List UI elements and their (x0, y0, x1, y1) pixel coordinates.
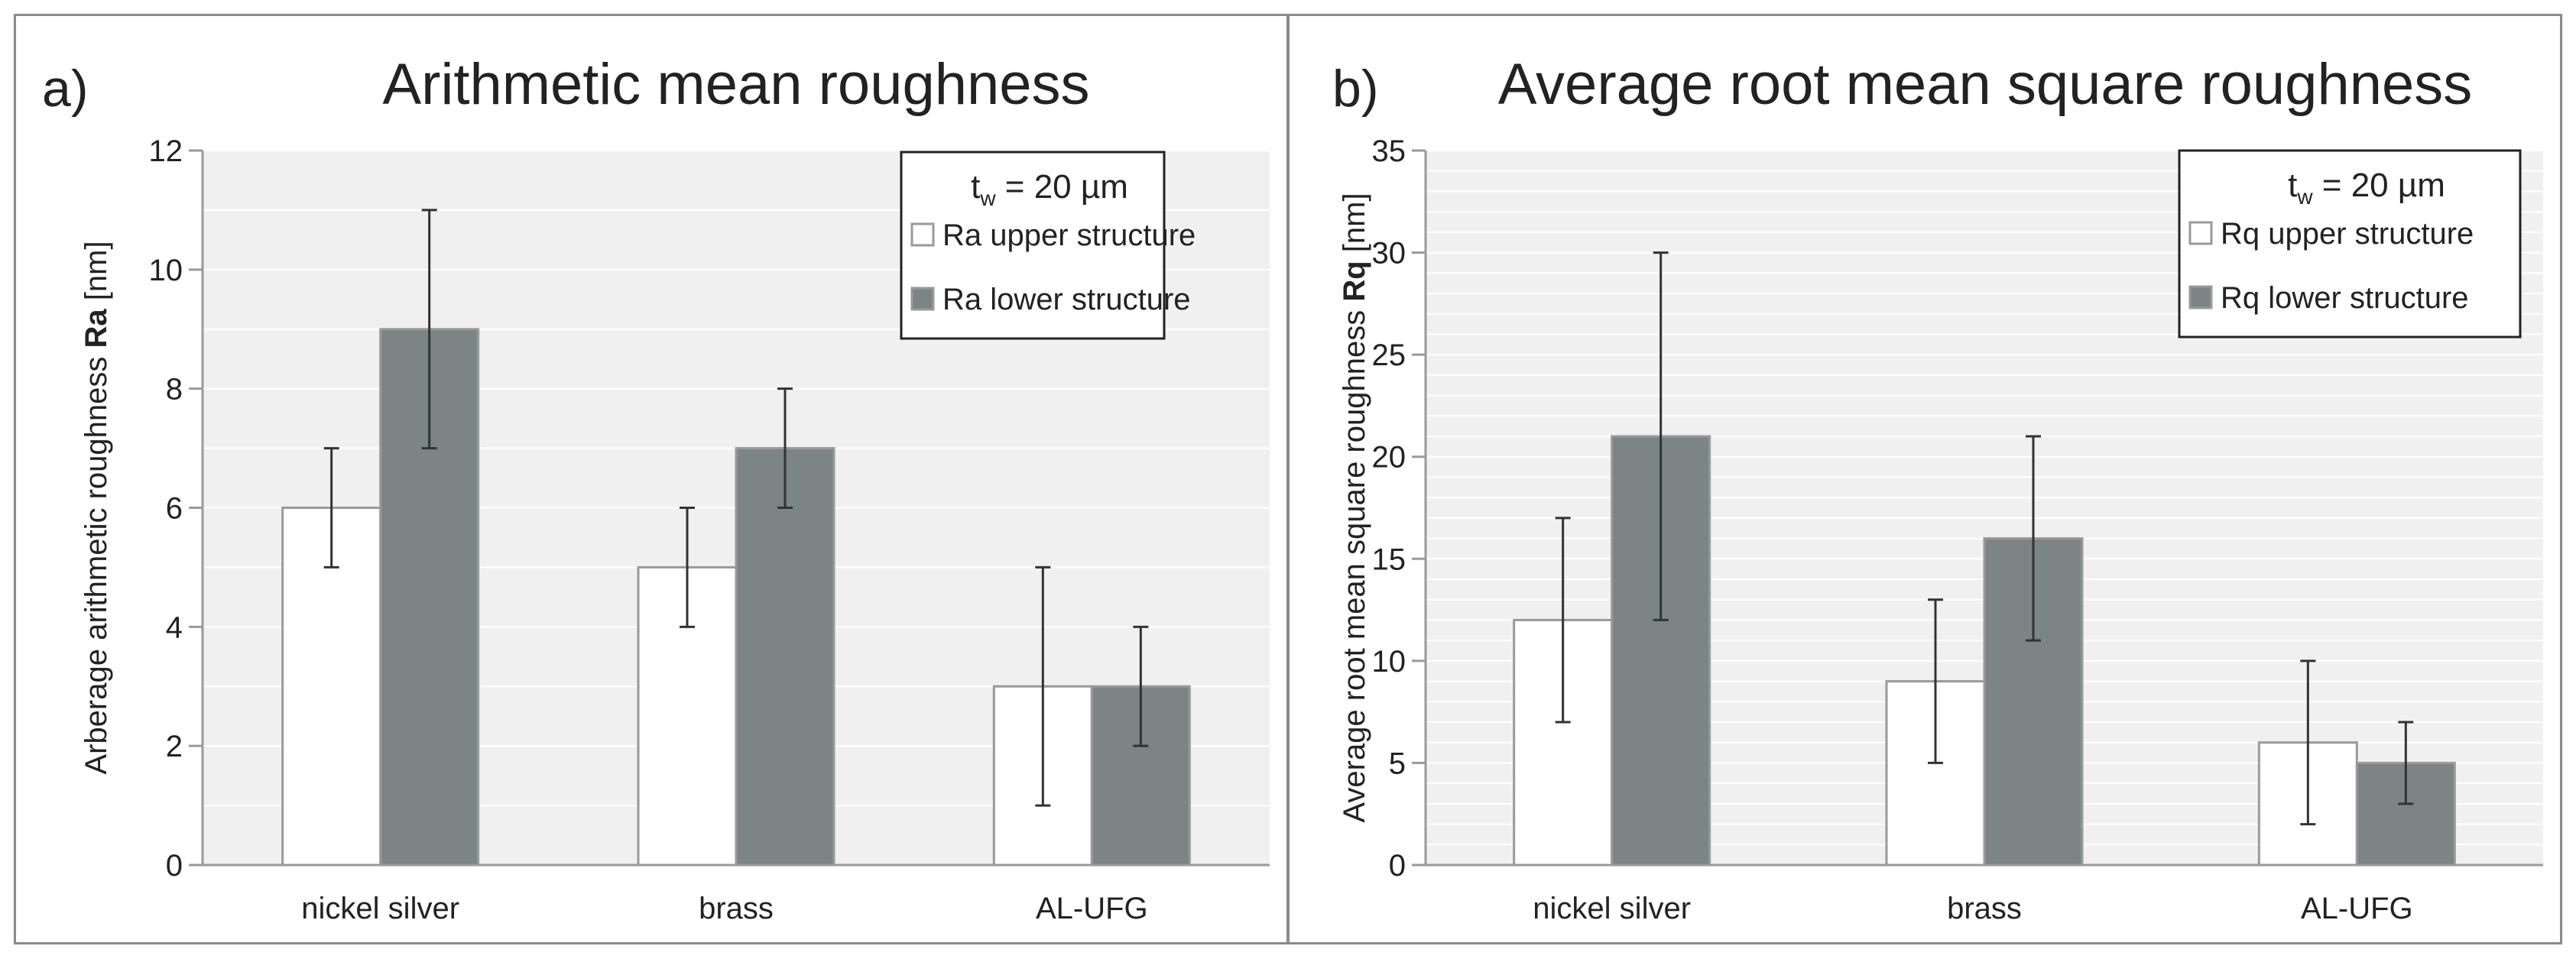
error-bar (421, 209, 437, 450)
category-label: AL-UFG (1036, 892, 1148, 925)
y-tick-label: 10 (1372, 645, 1406, 679)
y-tick-label: 8 (166, 373, 183, 407)
chart-panel-b: b) Average root mean square roughness 0 5 10… (1287, 14, 2562, 944)
legend-label-lower: Rq lower structure (2221, 281, 2469, 315)
chart-title-a: Arithmetic mean roughness (382, 52, 1089, 117)
chart-b-svg: b) Average root mean square roughness 0 5 10… (1332, 52, 2543, 925)
y-axis-label-unit: [nm] (79, 241, 113, 309)
legend-title-value: = 20 µm (2313, 167, 2445, 204)
error-bar (2398, 721, 2414, 805)
chart-a-svg: a) Arithmetic mean roughness 0 2 4 6 8 10 12 Arbe… (42, 52, 1270, 925)
y-axis-label-b: Average root mean square roughness Rq [n… (1338, 193, 1371, 822)
error-bar (1555, 517, 1571, 724)
y-axis-label-symbol: Ra (79, 309, 113, 348)
y-tick-label: 5 (1389, 747, 1406, 780)
legend-title-t: t (971, 168, 980, 206)
y-tick-label: 35 (1372, 134, 1406, 168)
y-axis-label-a: Arberage arithmetic roughness Ra [nm] (79, 241, 113, 774)
legend-b: tw = 20 µm Rq upper structure Rq lower str… (2178, 149, 2522, 339)
legend-title: tw = 20 µm (971, 168, 1128, 210)
legend-swatch-lower (2188, 285, 2213, 309)
legend-box (900, 151, 1166, 340)
legend-label-lower: Ra lower structure (942, 283, 1191, 316)
y-tick-label: 0 (1389, 849, 1406, 883)
error-bar (1928, 598, 1943, 764)
legend-title-subscript: w (979, 186, 996, 210)
category-label: AL-UFG (2301, 892, 2413, 925)
y-axis-label-text: Arberage arithmetic roughness (79, 348, 113, 774)
y-tick-label: 4 (166, 611, 183, 644)
y-tick-label: 10 (149, 254, 183, 287)
y-axis-label-text: Average root mean square roughness (1338, 302, 1371, 823)
category-label: brass (699, 892, 774, 925)
legend-title-t: t (2288, 167, 2297, 204)
chart-panel-a: a) Arithmetic mean roughness 0 2 4 6 8 10 12 Arbe… (14, 14, 1289, 944)
y-tick-label: 12 (149, 134, 183, 168)
error-bar (1133, 625, 1149, 747)
y-tick-label: 15 (1372, 543, 1406, 576)
panel-letter-a: a) (42, 60, 88, 118)
legend-a: tw = 20 µm Ra upper structure Ra lower str… (900, 151, 1196, 340)
legend-swatch-upper (2188, 221, 2213, 245)
panel-letter-b: b) (1332, 60, 1378, 118)
error-bar (2026, 435, 2041, 642)
error-bar (680, 507, 695, 628)
y-tick-label: 2 (166, 730, 183, 763)
error-bar (323, 447, 339, 569)
legend-swatch-lower (910, 287, 935, 311)
error-bar (1653, 251, 1669, 621)
legend-title-value: = 20 µm (996, 168, 1128, 206)
error-bar (1035, 565, 1051, 807)
y-tick-label: 30 (1372, 237, 1406, 271)
error-bar (777, 387, 793, 509)
category-label: brass (1947, 892, 2022, 925)
legend-swatch-upper (910, 222, 935, 247)
legend-title: tw = 20 µm (2288, 167, 2445, 209)
y-tick-label: 0 (166, 849, 183, 883)
bar-lower (735, 447, 835, 867)
error-bar (2300, 659, 2316, 826)
legend-label-upper: Ra upper structure (942, 219, 1196, 252)
legend-title-subscript: w (2296, 185, 2313, 209)
y-axis-label-symbol: Rq (1338, 261, 1371, 301)
bar-lower (1983, 537, 2084, 867)
y-tick-label: 25 (1372, 339, 1406, 372)
legend-box (2178, 149, 2522, 339)
legend-label-upper: Rq upper structure (2221, 217, 2474, 251)
y-axis-label-unit: [nm] (1338, 193, 1371, 261)
category-label: nickel silver (301, 892, 459, 925)
category-label: nickel silver (1533, 892, 1691, 925)
chart-title-b: Average root mean square roughness (1498, 52, 2473, 117)
y-tick-label: 6 (166, 492, 183, 526)
y-tick-label: 20 (1372, 441, 1406, 475)
